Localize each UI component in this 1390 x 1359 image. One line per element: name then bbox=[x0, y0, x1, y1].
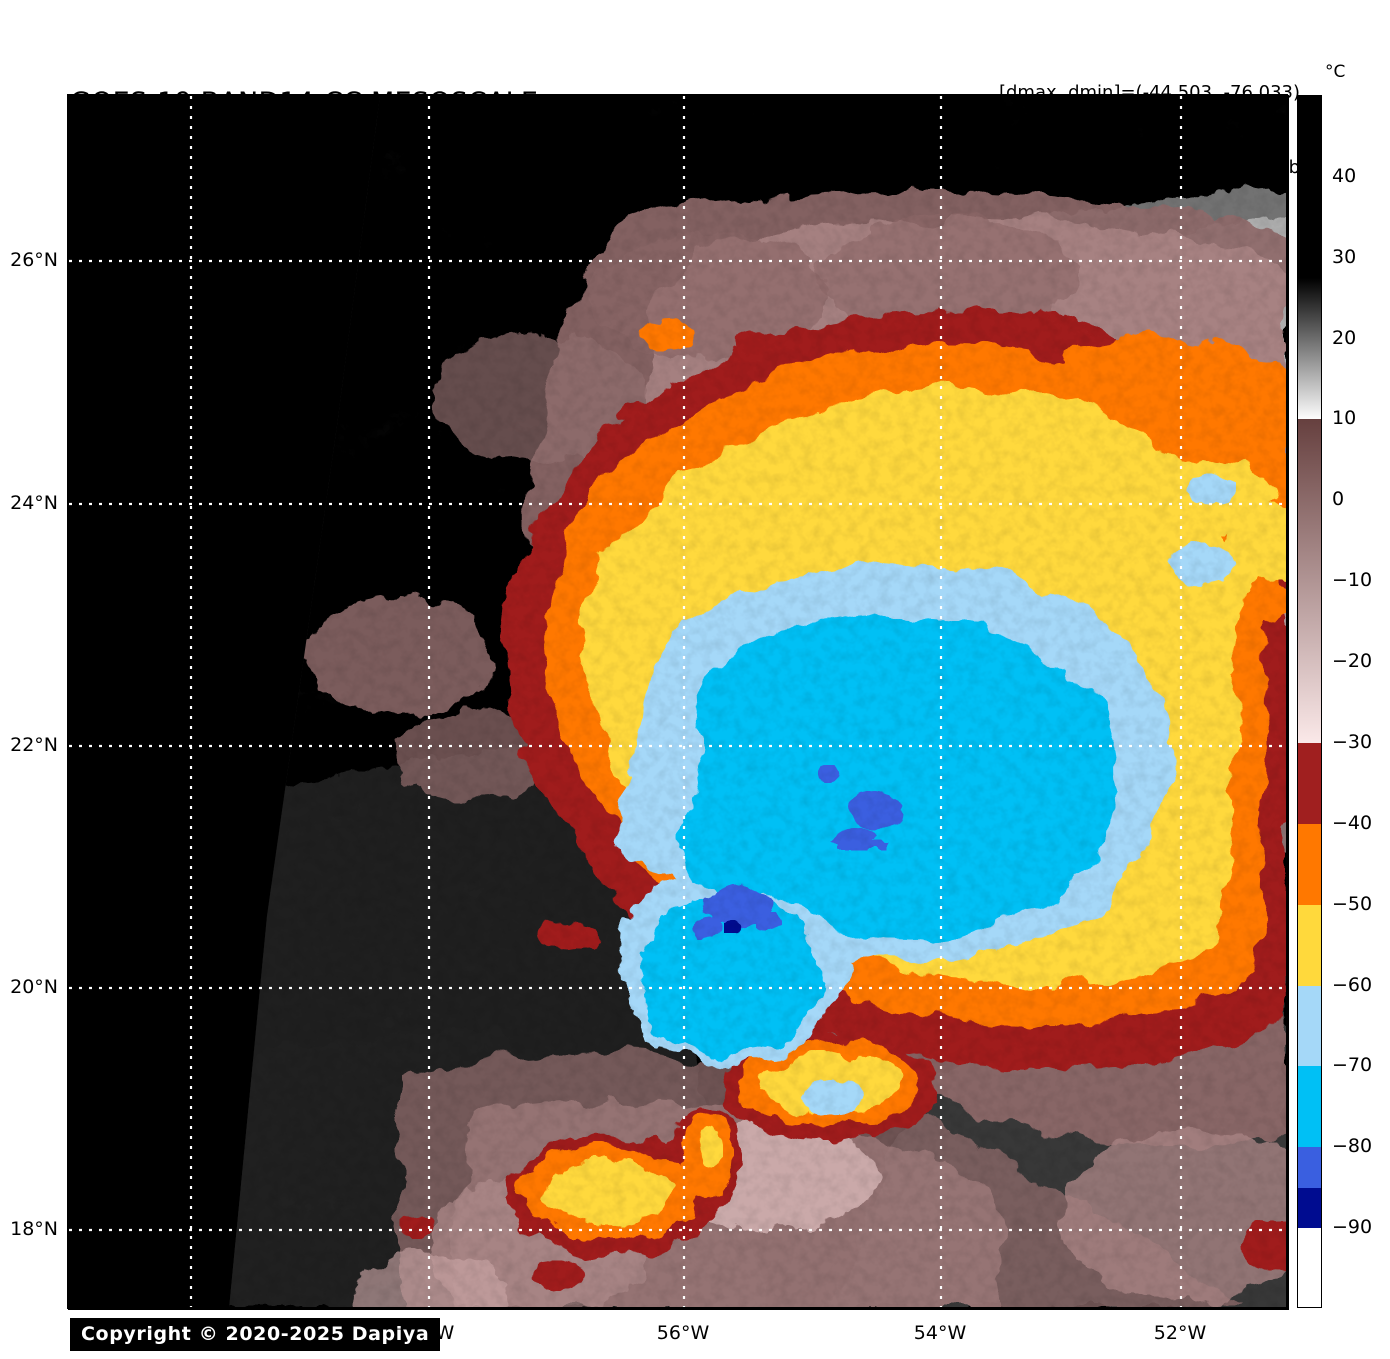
colorbar-segment bbox=[1298, 823, 1321, 906]
longitude-tick-label: 54°W bbox=[913, 1322, 967, 1344]
graticule bbox=[69, 96, 1288, 1309]
colorbar-tick-label: −70 bbox=[1332, 1054, 1373, 1077]
latitude-tick-label: 24°N bbox=[10, 492, 58, 514]
colorbar-tick-label: 30 bbox=[1332, 245, 1357, 268]
colorbar-tick-label: 40 bbox=[1332, 164, 1357, 187]
colorbar-tick-label: −90 bbox=[1332, 1216, 1373, 1239]
colorbar-tick-label: −80 bbox=[1332, 1135, 1373, 1158]
scan-sector bbox=[229, 96, 1288, 1309]
colorbar-tick-label: −60 bbox=[1332, 973, 1373, 996]
colorbar-segment bbox=[1298, 742, 1321, 825]
colorbar-segment bbox=[1298, 1147, 1321, 1189]
colorbar-segment bbox=[1298, 1066, 1321, 1148]
colorbar-segment bbox=[1298, 1187, 1321, 1229]
latitude-tick-label: 18°N bbox=[10, 1218, 58, 1240]
colorbar-segment bbox=[1298, 985, 1321, 1067]
colorbar-unit-label: °C bbox=[1325, 62, 1346, 82]
satellite-image-plot bbox=[68, 95, 1289, 1310]
colorbar-segment bbox=[1298, 419, 1321, 744]
latitude-tick-label: 26°N bbox=[10, 249, 58, 271]
latitude-tick-label: 22°N bbox=[10, 734, 58, 756]
colorbar-segment bbox=[1298, 904, 1321, 987]
colorbar-segment bbox=[1298, 1228, 1321, 1307]
colorbar-segment bbox=[1298, 96, 1321, 279]
longitude-tick-label: 56°W bbox=[656, 1322, 710, 1344]
temperature-colorbar bbox=[1297, 95, 1322, 1308]
colorbar-tick-label: 20 bbox=[1332, 326, 1357, 349]
latitude-tick-label: 20°N bbox=[10, 976, 58, 998]
colorbar-tick-label: 10 bbox=[1332, 407, 1357, 430]
colorbar-tick-label: −30 bbox=[1332, 730, 1373, 753]
copyright-notice: Copyright © 2020-2025 Dapiya bbox=[70, 1318, 441, 1351]
colorbar-tick-label: −20 bbox=[1332, 650, 1373, 673]
longitude-tick-label: 52°W bbox=[1153, 1322, 1207, 1344]
colorbar-tick-label: −50 bbox=[1332, 892, 1373, 915]
colorbar-tick-label: −40 bbox=[1332, 811, 1373, 834]
colorbar-segment bbox=[1298, 277, 1321, 421]
colorbar-tick-label: 0 bbox=[1332, 488, 1345, 511]
satellite-imagery bbox=[69, 96, 1288, 1309]
colorbar-tick-label: −10 bbox=[1332, 569, 1373, 592]
